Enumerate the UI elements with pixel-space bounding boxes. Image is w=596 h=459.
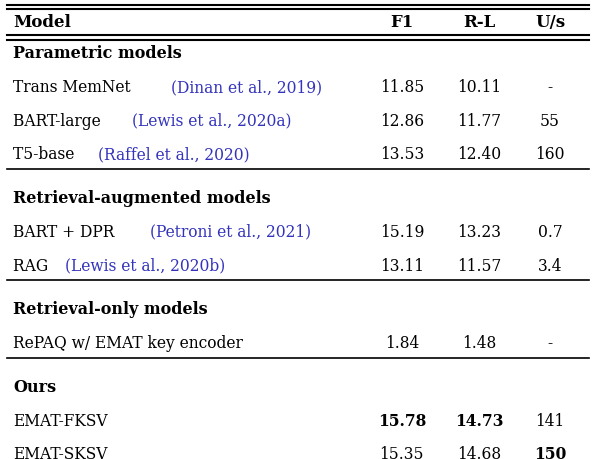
Text: U/s: U/s [535,14,565,31]
Text: 13.53: 13.53 [380,146,424,163]
Text: 150: 150 [534,445,566,459]
Text: RePAQ w/ EMAT key encoder: RePAQ w/ EMAT key encoder [13,334,243,351]
Text: Trans MemNet: Trans MemNet [13,79,136,96]
Text: 15.19: 15.19 [380,224,424,241]
Text: (Raffel et al., 2020): (Raffel et al., 2020) [98,146,250,163]
Text: Retrieval-only models: Retrieval-only models [13,301,208,318]
Text: F1: F1 [390,14,414,31]
Text: Model: Model [13,14,71,31]
Text: 11.85: 11.85 [380,79,424,96]
Text: 55: 55 [540,112,560,129]
Text: BART-large: BART-large [13,112,106,129]
Text: R-L: R-L [463,14,495,31]
Text: (Lewis et al., 2020a): (Lewis et al., 2020a) [132,112,291,129]
Text: Parametric models: Parametric models [13,45,182,62]
Text: T5-base: T5-base [13,146,79,163]
Text: EMAT-FKSV: EMAT-FKSV [13,412,108,429]
Text: 12.40: 12.40 [457,146,501,163]
Text: BART + DPR: BART + DPR [13,224,120,241]
Text: 12.86: 12.86 [380,112,424,129]
Text: 15.35: 15.35 [380,445,424,459]
Text: 13.11: 13.11 [380,257,424,274]
Text: EMAT-SKSV: EMAT-SKSV [13,445,108,459]
Text: Ours: Ours [13,378,57,395]
Text: 14.73: 14.73 [455,412,503,429]
Text: (Petroni et al., 2021): (Petroni et al., 2021) [150,224,311,241]
Text: -: - [548,334,552,351]
Text: Retrieval-augmented models: Retrieval-augmented models [13,190,271,207]
Text: 1.84: 1.84 [384,334,419,351]
Text: 11.77: 11.77 [457,112,501,129]
Text: 3.4: 3.4 [538,257,563,274]
Text: 160: 160 [535,146,565,163]
Text: -: - [548,79,552,96]
Text: 13.23: 13.23 [457,224,501,241]
Text: 15.78: 15.78 [378,412,426,429]
Text: 11.57: 11.57 [457,257,501,274]
Text: 10.11: 10.11 [457,79,501,96]
Text: 1.48: 1.48 [462,334,496,351]
Text: 14.68: 14.68 [457,445,501,459]
Text: (Lewis et al., 2020b): (Lewis et al., 2020b) [65,257,225,274]
Text: 141: 141 [535,412,565,429]
Text: RAG: RAG [13,257,54,274]
Text: 0.7: 0.7 [538,224,563,241]
Text: (Dinan et al., 2019): (Dinan et al., 2019) [170,79,322,96]
